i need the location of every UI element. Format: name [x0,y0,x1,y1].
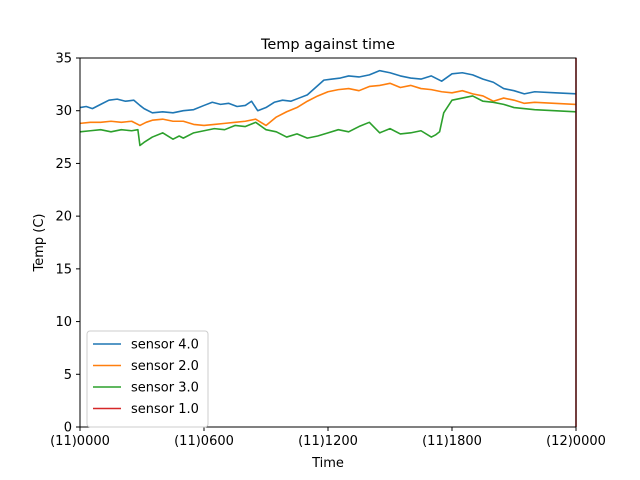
series-line-2 [79,82,577,127]
legend-entry: sensor 2.0 [131,359,199,374]
chart-title: Temp against time [260,37,395,53]
x-tick-label: (11)1200 [298,434,358,449]
x-axis-ticks: (11)0000 (11)0600 (11)1200 (11)1800 (12)0000 [50,427,606,449]
y-tick-label: 35 [55,52,72,67]
legend-entry: sensor 3.0 [131,381,199,396]
series-line-1 [79,69,577,114]
legend-entry: sensor 4.0 [131,338,199,353]
x-tick-label: (11)0600 [174,434,234,449]
y-tick-label: 30 [55,104,72,119]
legend-entry: sensor 1.0 [131,402,199,417]
legend-box [86,330,209,428]
y-tick-label: 0 [64,421,72,436]
series-line-3 [79,95,577,147]
legend: sensor 4.0 sensor 2.0 sensor 3.0 sensor 1.0 [86,330,209,428]
y-axis-ticks: 0 5 10 15 20 25 30 35 [55,52,80,436]
y-axis-label: Temp (C) [32,214,47,273]
x-tick-label: (11)0000 [50,434,110,449]
x-axis-label: Time [311,456,344,471]
y-tick-label: 20 [55,210,72,225]
x-tick-label: (12)0000 [546,434,606,449]
x-tick-label: (11)1800 [422,434,482,449]
y-tick-label: 10 [55,315,72,330]
y-tick-label: 25 [55,157,72,172]
y-tick-label: 15 [55,262,72,277]
y-tick-label: 5 [64,368,72,383]
